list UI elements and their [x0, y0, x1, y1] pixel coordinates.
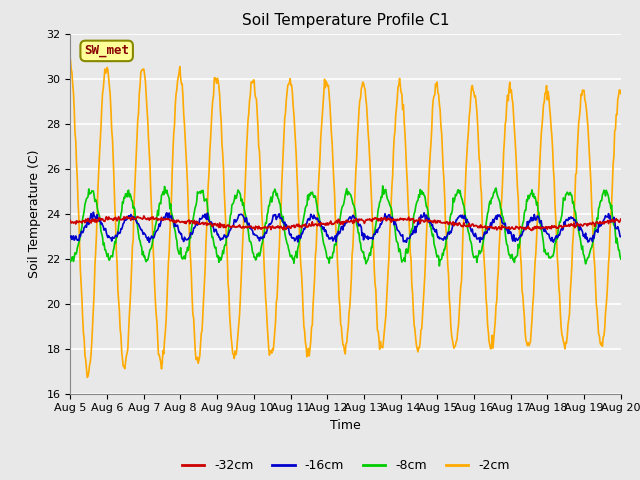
X-axis label: Time: Time	[330, 419, 361, 432]
Y-axis label: Soil Temperature (C): Soil Temperature (C)	[28, 149, 41, 278]
Title: Soil Temperature Profile C1: Soil Temperature Profile C1	[242, 13, 449, 28]
Text: SW_met: SW_met	[84, 44, 129, 58]
Legend: -32cm, -16cm, -8cm, -2cm: -32cm, -16cm, -8cm, -2cm	[177, 455, 515, 477]
